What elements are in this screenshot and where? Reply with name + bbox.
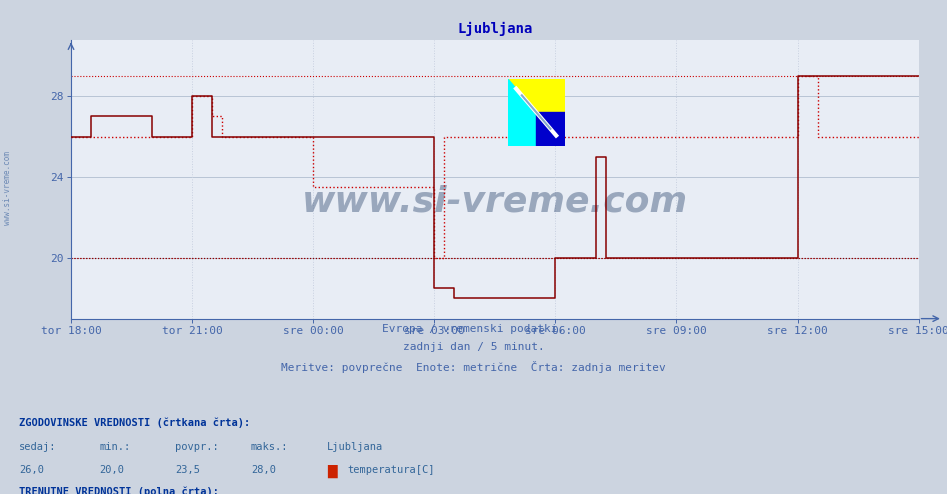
Text: min.:: min.: — [99, 442, 131, 452]
Title: Ljubljana: Ljubljana — [457, 21, 532, 36]
Bar — [536, 112, 564, 146]
Text: Ljubljana: Ljubljana — [327, 442, 383, 452]
Text: temperatura[C]: temperatura[C] — [348, 465, 435, 475]
Text: 26,0: 26,0 — [19, 465, 44, 475]
Polygon shape — [508, 79, 564, 146]
Text: sedaj:: sedaj: — [19, 442, 57, 452]
Text: 23,5: 23,5 — [175, 465, 200, 475]
Text: 20,0: 20,0 — [99, 465, 124, 475]
Polygon shape — [508, 79, 564, 146]
Text: www.si-vreme.com: www.si-vreme.com — [3, 151, 12, 225]
Text: █: █ — [327, 465, 336, 478]
Text: Evropa / vremenski podatki,: Evropa / vremenski podatki, — [383, 324, 564, 333]
Text: maks.:: maks.: — [251, 442, 289, 452]
Text: www.si-vreme.com: www.si-vreme.com — [302, 184, 688, 218]
Text: Meritve: povprečne  Enote: metrične  Črta: zadnja meritev: Meritve: povprečne Enote: metrične Črta:… — [281, 361, 666, 373]
Text: ZGODOVINSKE VREDNOSTI (črtkana črta):: ZGODOVINSKE VREDNOSTI (črtkana črta): — [19, 417, 250, 428]
Text: 28,0: 28,0 — [251, 465, 276, 475]
Text: povpr.:: povpr.: — [175, 442, 219, 452]
Text: zadnji dan / 5 minut.: zadnji dan / 5 minut. — [402, 342, 545, 352]
Text: TRENUTNE VREDNOSTI (polna črta):: TRENUTNE VREDNOSTI (polna črta): — [19, 487, 219, 494]
